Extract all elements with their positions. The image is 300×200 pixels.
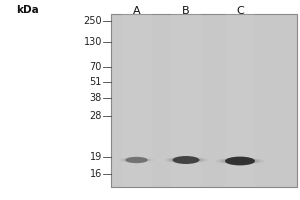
Ellipse shape [125, 157, 148, 163]
Text: 130: 130 [84, 37, 102, 47]
Text: A: A [133, 6, 140, 16]
Bar [225, 14, 255, 187]
Ellipse shape [164, 157, 208, 163]
Bar [122, 14, 152, 187]
Text: kDa: kDa [16, 5, 39, 15]
Text: 51: 51 [90, 77, 102, 87]
Ellipse shape [220, 158, 260, 164]
Ellipse shape [169, 157, 204, 163]
Text: C: C [236, 6, 244, 16]
Ellipse shape [216, 157, 264, 165]
Text: B: B [182, 6, 190, 16]
Text: 38: 38 [90, 93, 102, 103]
Text: 28: 28 [90, 111, 102, 121]
Bar [171, 14, 201, 187]
Ellipse shape [122, 158, 151, 162]
Text: 16: 16 [90, 169, 102, 179]
Text: 250: 250 [83, 16, 102, 26]
Text: 19: 19 [90, 152, 102, 162]
Text: 70: 70 [90, 62, 102, 72]
Ellipse shape [172, 156, 200, 164]
Ellipse shape [225, 157, 255, 165]
Bar [111, 14, 297, 187]
